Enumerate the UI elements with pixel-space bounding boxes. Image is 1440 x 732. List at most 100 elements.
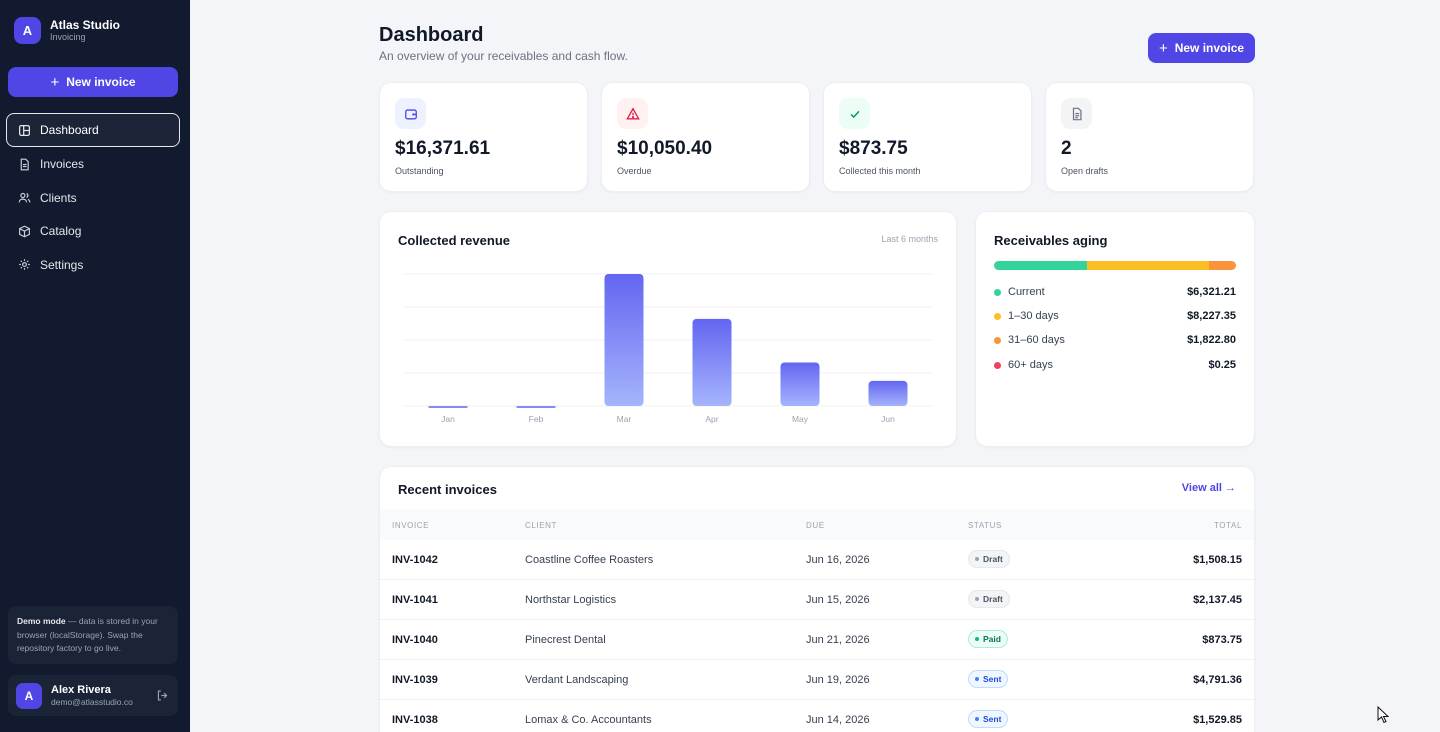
sidebar-item-label: Invoices — [40, 157, 85, 171]
file-icon — [1061, 98, 1092, 129]
aging-row-31-60: 31–60 days $1,822.80 — [994, 332, 1236, 348]
chart-bar-may[interactable] — [780, 362, 820, 406]
demo-mode-notice: Demo mode — data is stored in your brows… — [8, 606, 178, 664]
table-header: INVOICE CLIENT DUE STATUS TOTAL — [380, 509, 1254, 540]
view-all-link[interactable]: View all → — [1181, 482, 1236, 494]
aging-amount: $1,822.80 — [1187, 334, 1236, 346]
main-content: Dashboard An overview of your receivable… — [190, 0, 1440, 732]
due-date: Jun 16, 2026 — [806, 554, 870, 566]
aging-title: Receivables aging — [994, 233, 1108, 248]
column-header: DUE — [806, 521, 825, 530]
sidebar-item-label: Dashboard — [40, 123, 99, 137]
invoice-total: $1,529.85 — [1193, 714, 1242, 726]
aging-segment — [994, 261, 1088, 270]
aging-stacked-bar — [994, 261, 1236, 270]
aging-amount: $0.25 — [1208, 359, 1236, 371]
column-header: STATUS — [968, 521, 1002, 530]
plus-icon: + — [1158, 39, 1168, 57]
brand[interactable]: A Atlas Studio Invoicing — [14, 17, 120, 44]
stat-card-overdue: $10,050.40 Overdue — [601, 82, 810, 192]
due-date: Jun 15, 2026 — [806, 594, 870, 606]
aging-label: 31–60 days — [1008, 334, 1065, 346]
sidebar-item-catalog[interactable]: Catalog — [6, 215, 180, 248]
new-invoice-label: New invoice — [1174, 41, 1245, 55]
chart-bar-jun[interactable] — [868, 380, 908, 406]
brand-name: Atlas Studio — [50, 18, 121, 32]
status-badge: Sent — [968, 710, 1009, 728]
table-row[interactable]: INV-1039 Verdant Landscaping Jun 19, 202… — [380, 660, 1254, 700]
column-header: INVOICE — [392, 521, 430, 530]
chart-bar-jan[interactable] — [428, 406, 468, 408]
gear-icon — [18, 258, 31, 271]
box-icon — [18, 225, 31, 238]
sidebar-item-label: Settings — [40, 257, 84, 272]
status-dot — [994, 288, 1001, 296]
status-text: Draft — [983, 594, 1003, 604]
invoice-number: INV-1041 — [392, 594, 438, 606]
invoice-total: $4,791.36 — [1193, 674, 1242, 686]
recent-invoices-title: Recent invoices — [398, 482, 497, 497]
wallet-icon — [395, 98, 426, 129]
stat-card-drafts: 2 Open drafts — [1045, 82, 1254, 192]
sidebar: A Atlas Studio Invoicing + New invoice D… — [0, 0, 190, 732]
status-badge: Sent — [968, 670, 1009, 688]
document-icon — [18, 158, 31, 171]
aging-label: 60+ days — [1008, 359, 1053, 371]
sidebar-item-clients[interactable]: Clients — [6, 181, 180, 214]
revenue-chart-card: Collected revenue Last 6 months Jan Feb Ma… — [379, 211, 957, 447]
aging-segment — [1209, 261, 1236, 270]
brand-logo: A — [14, 17, 41, 44]
aging-segment — [1087, 261, 1210, 270]
user-card[interactable]: A Alex Rivera demo@atlasstudio.co — [8, 675, 178, 716]
aging-amount: $8,227.35 — [1187, 310, 1236, 322]
stat-label: Overdue — [617, 166, 652, 176]
due-date: Jun 14, 2026 — [806, 714, 870, 726]
sidebar-item-label: Catalog — [40, 224, 82, 238]
plus-icon: + — [50, 73, 60, 91]
sidebar-item-invoices[interactable]: Invoices — [6, 148, 180, 181]
recent-invoices-card: Recent invoices View all → INVOICE CLIEN… — [379, 466, 1255, 732]
table-row[interactable]: INV-1038 Lomax & Co. Accountants Jun 14,… — [380, 700, 1254, 732]
table-row[interactable]: INV-1041 Northstar Logistics Jun 15, 202… — [380, 580, 1254, 620]
invoice-number: INV-1040 — [392, 634, 438, 646]
status-dot — [994, 312, 1001, 320]
sidebar-new-invoice-button[interactable]: + New invoice — [8, 67, 178, 97]
revenue-bar-chart: Jan Feb Mar Apr May Jun — [404, 273, 932, 424]
stat-card-collected: $873.75 Collected this month — [823, 82, 1032, 192]
chart-tick-label: Apr — [705, 414, 718, 424]
chart-tick-label: May — [792, 414, 809, 424]
due-date: Jun 21, 2026 — [806, 634, 870, 646]
page-subtitle: An overview of your receivables and cash… — [379, 49, 628, 63]
sidebar-item-dashboard[interactable]: Dashboard — [6, 113, 180, 147]
sidebar-item-settings[interactable]: Settings — [6, 248, 180, 281]
invoice-total: $1,508.15 — [1193, 554, 1242, 566]
client-name: Verdant Landscaping — [525, 674, 629, 686]
dashboard-icon — [18, 124, 31, 137]
user-email: demo@atlasstudio.co — [51, 696, 133, 707]
invoice-number: INV-1038 — [392, 714, 438, 726]
chart-bar-mar[interactable] — [604, 274, 644, 406]
chart-tick-label: Mar — [617, 414, 632, 424]
status-text: Draft — [983, 554, 1003, 564]
client-name: Northstar Logistics — [525, 594, 617, 606]
chart-bar-feb[interactable] — [516, 406, 556, 408]
logout-icon[interactable] — [156, 689, 169, 702]
demo-mode-title: Demo mode — [17, 616, 66, 626]
status-dot — [994, 336, 1001, 344]
stat-value: $10,050.40 — [617, 138, 713, 159]
table-row[interactable]: INV-1040 Pinecrest Dental Jun 21, 2026 P… — [380, 620, 1254, 660]
stat-label: Collected this month — [839, 166, 921, 176]
mouse-cursor-icon — [1377, 706, 1389, 724]
client-name: Pinecrest Dental — [525, 634, 606, 646]
stat-value: $873.75 — [839, 138, 908, 159]
stat-value: 2 — [1061, 138, 1072, 159]
status-dot — [994, 361, 1001, 369]
status-badge: Draft — [968, 550, 1010, 568]
table-row[interactable]: INV-1042 Coastline Coffee Roasters Jun 1… — [380, 540, 1254, 580]
brand-subtitle: Invoicing — [50, 32, 86, 42]
new-invoice-button[interactable]: + New invoice — [1148, 33, 1255, 63]
aging-label: 1–30 days — [1008, 310, 1059, 322]
chart-tick-label: Jun — [881, 414, 895, 424]
aging-label: Current — [1008, 286, 1045, 298]
chart-bar-apr[interactable] — [692, 318, 732, 406]
